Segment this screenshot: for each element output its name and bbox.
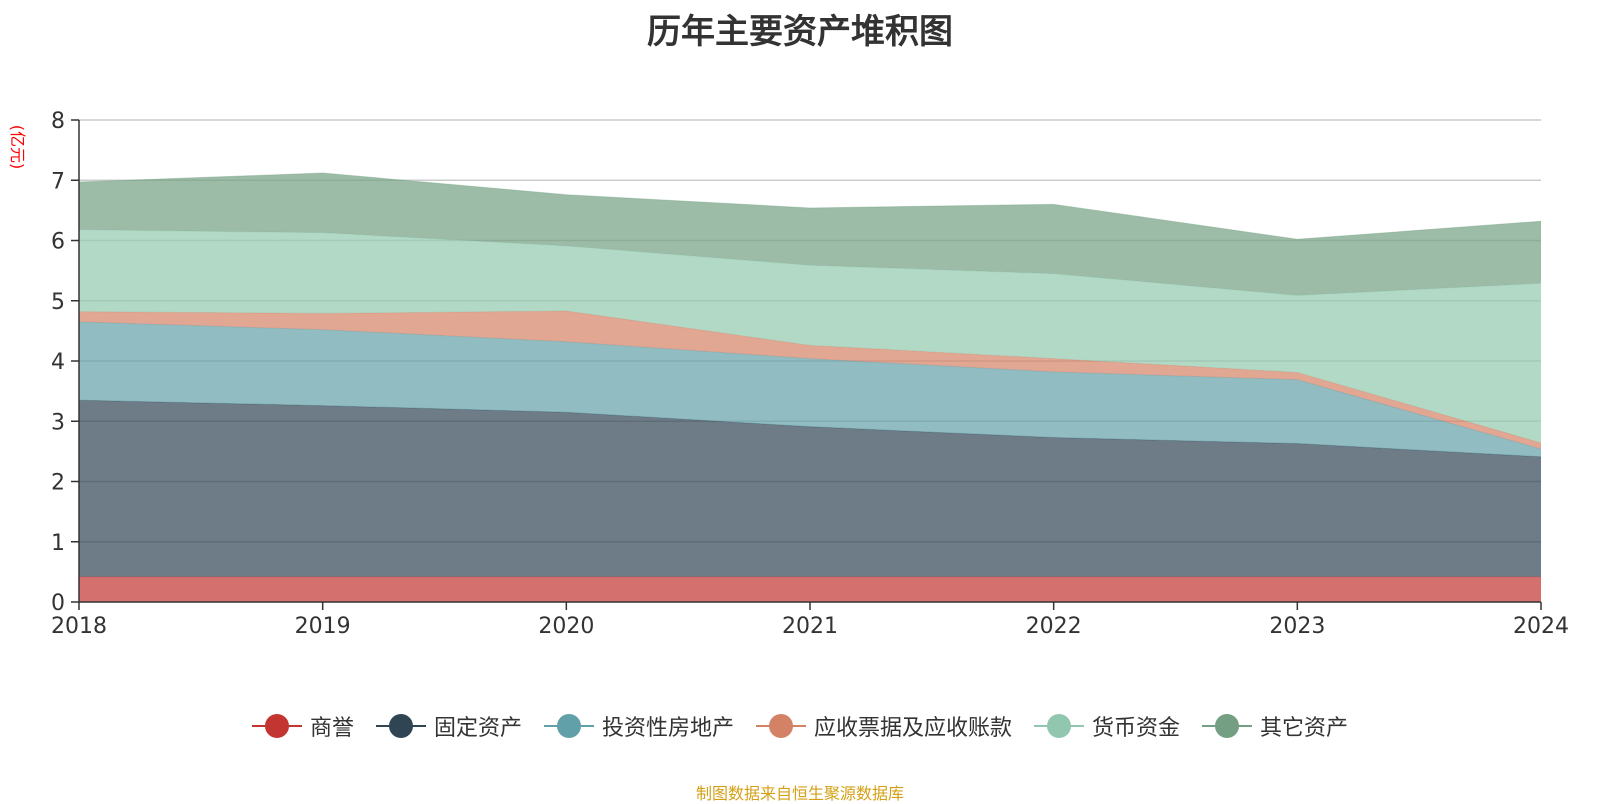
x-tick-label: 2024 [1513, 614, 1569, 639]
legend-marker-icon [375, 714, 426, 738]
legend-marker-icon [1034, 714, 1085, 738]
y-tick-label: 3 [51, 410, 65, 435]
legend-item-6[interactable]: 其它资产 [1202, 710, 1348, 742]
y-tick-label: 6 [51, 230, 65, 255]
y-axis-unit-label: (亿元) [8, 125, 27, 170]
x-tick-label: 2022 [1026, 614, 1082, 639]
legend: 商誉 固定资产 投资性房地产 应收票据及应收账款 货币资金 其它资产 [0, 710, 1600, 742]
legend-label: 其它资产 [1260, 716, 1349, 741]
legend-label: 固定资产 [433, 716, 522, 741]
y-tick-label: 8 [51, 109, 65, 134]
x-tick-label: 2023 [1269, 614, 1325, 639]
area-series-5[interactable] [79, 229, 1541, 443]
area-series-4[interactable] [79, 310, 1541, 449]
axes: 0 1 2 3 4 5 6 7 8 2018 2019 2020 2021 2022 2023 2024 [51, 109, 1569, 639]
y-tick-label: 1 [51, 531, 65, 556]
y-tick-label: 0 [51, 591, 65, 616]
legend-item-3[interactable]: 投资性房地产 [543, 710, 734, 742]
legend-marker-icon [251, 714, 302, 738]
legend-label: 应收票据及应收账款 [814, 716, 1013, 741]
x-tick-label: 2021 [782, 614, 838, 639]
x-tick-label: 2018 [51, 614, 107, 639]
y-tick-label: 5 [51, 290, 65, 315]
legend-item-5[interactable]: 货币资金 [1034, 710, 1180, 742]
source-note: 制图数据来自恒生聚源数据库 [695, 784, 904, 803]
legend-label: 商誉 [309, 716, 354, 741]
legend-marker-icon [756, 714, 806, 738]
legend-marker-icon [543, 714, 594, 738]
y-tick-label: 7 [51, 169, 65, 194]
chart-title: 历年主要资产堆积图 [647, 12, 953, 52]
legend-item-4[interactable]: 应收票据及应收账款 [756, 710, 1012, 742]
legend-label: 投资性房地产 [601, 716, 734, 741]
x-tick-label: 2020 [538, 614, 594, 639]
legend-item-2[interactable]: 固定资产 [375, 710, 522, 742]
series-line-6 [78, 172, 1542, 240]
area-series-1[interactable] [79, 576, 1541, 602]
area-series-2[interactable] [79, 400, 1541, 577]
stacked-areas [78, 172, 1542, 602]
legend-marker-icon [1202, 714, 1253, 738]
area-series-3[interactable] [79, 321, 1541, 457]
y-tick-label: 4 [51, 350, 65, 375]
legend-label: 货币资金 [1092, 716, 1181, 741]
x-tick-label: 2019 [295, 614, 351, 639]
y-tick-label: 2 [51, 471, 65, 496]
area-series-6[interactable] [79, 173, 1541, 296]
legend-item-1[interactable]: 商誉 [251, 710, 354, 742]
